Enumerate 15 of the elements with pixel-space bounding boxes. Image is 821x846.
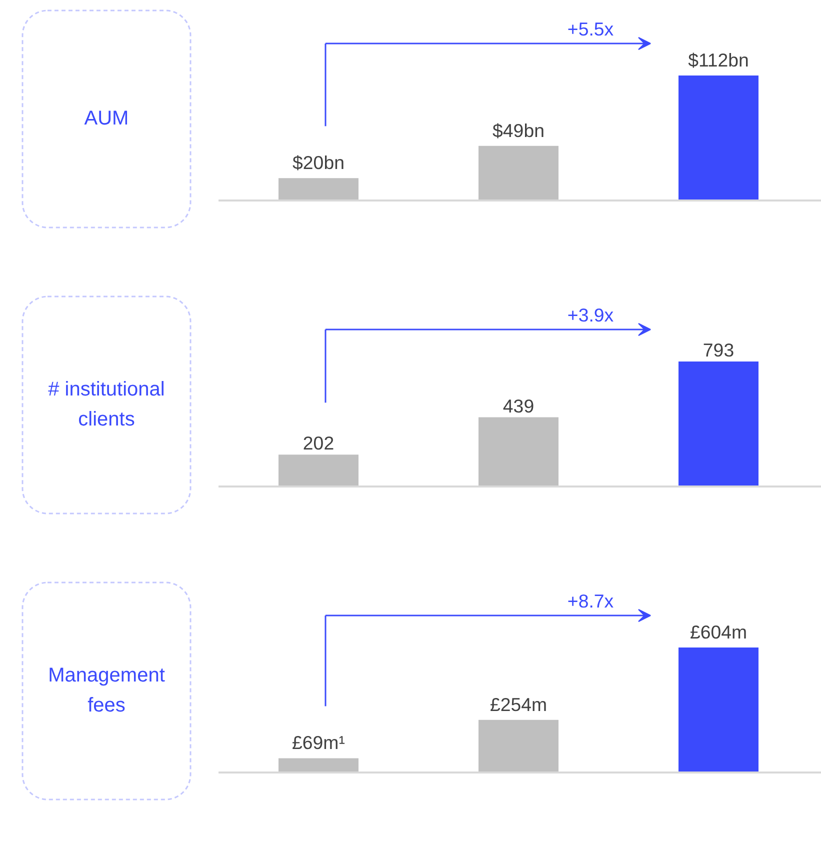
- text: Management fees: [48, 664, 166, 716]
- data-label: 439: [502, 395, 534, 416]
- text: # institutional clients: [48, 378, 165, 430]
- data-label: $49bn: [492, 120, 544, 141]
- text: +3.9x: [567, 304, 614, 326]
- data-label: $112bn: [688, 50, 749, 70]
- data-label: 202: [302, 432, 334, 454]
- data-label: $20bn: [292, 152, 344, 174]
- text: +8.7x: [567, 590, 614, 612]
- data-label: £69m¹: [292, 732, 345, 754]
- text: AUM: [84, 108, 129, 130]
- text: +5.5x: [567, 18, 614, 40]
- data-label: 793: [702, 340, 734, 360]
- data-label: £604m: [690, 622, 748, 642]
- data-label: £254m: [490, 694, 548, 715]
